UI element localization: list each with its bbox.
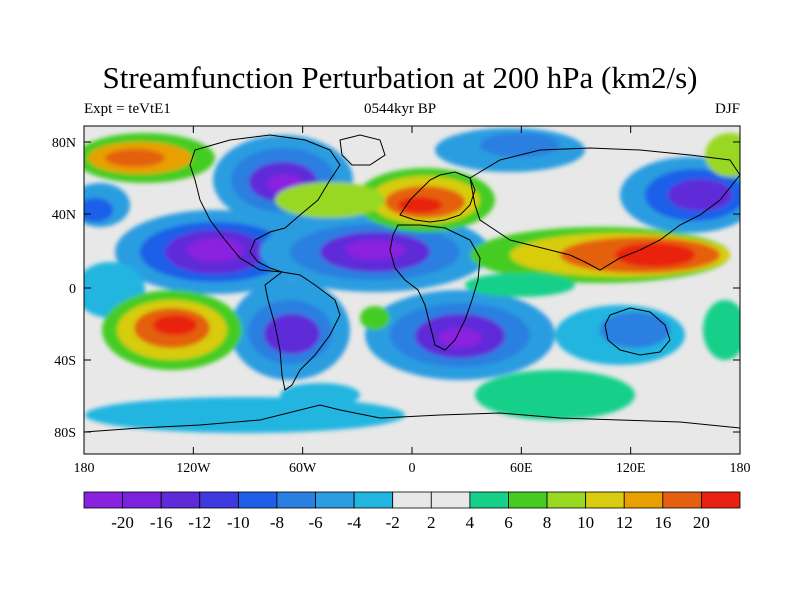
negative-anomaly <box>620 157 740 233</box>
experiment-label: Expt = teVtE1 <box>84 101 171 117</box>
lon-tick-label: 180 <box>730 461 751 476</box>
colorbar-label: -2 <box>386 513 400 532</box>
colorbar-swatch <box>469 491 509 509</box>
time-label: 0544kyr BP <box>363 101 437 117</box>
season-label: DJF <box>714 101 740 117</box>
positive-anomaly <box>703 300 740 360</box>
colorbar-swatch <box>122 491 162 509</box>
colorbar-label: 4 <box>466 513 475 532</box>
colorbar-swatch <box>623 491 664 509</box>
colorbar-label: 8 <box>543 513 552 532</box>
positive-anomaly <box>705 133 740 177</box>
lon-tick-label: 180 <box>74 461 95 476</box>
colorbar-label: 20 <box>693 513 710 532</box>
coastline-south-america <box>264 271 341 391</box>
positive-anomaly <box>475 370 635 420</box>
coastlines <box>84 134 740 433</box>
colorbar-swatch <box>276 491 316 509</box>
colorbar-swatch <box>160 491 201 509</box>
colorbar-label: -12 <box>188 513 211 532</box>
coastline-greenland <box>339 134 386 166</box>
lat-tick-label: 40N <box>52 208 76 223</box>
colorbar-swatch <box>508 491 548 509</box>
colorbar-swatch <box>315 491 355 509</box>
negative-anomaly <box>230 280 350 380</box>
colorbar-swatch <box>237 491 278 509</box>
coastline-europe <box>399 171 476 223</box>
colorbar-swatch <box>392 491 432 509</box>
positive-anomaly <box>470 227 730 283</box>
negative-anomaly <box>260 212 490 292</box>
lon-tick-label: 0 <box>409 461 416 476</box>
colorbar-swatch <box>585 491 625 509</box>
positive-anomaly <box>84 133 215 183</box>
coastline-australia <box>604 307 671 356</box>
colorbar-label: -16 <box>150 513 173 532</box>
lat-tick-label: 40S <box>54 354 76 369</box>
lat-tick-label: 0 <box>69 282 76 297</box>
positive-anomaly <box>355 168 495 232</box>
negative-anomaly <box>435 128 585 172</box>
streamfunction-field <box>84 128 740 433</box>
colorbar-swatch <box>701 491 741 509</box>
positive-anomaly <box>360 306 390 330</box>
colorbar: -20 -16 -12 -10 -8 -6 -4 -2 2 4 6 8 10 12 16 20 <box>83 491 741 532</box>
negative-anomaly <box>84 183 130 227</box>
colorbar-label: 16 <box>654 513 671 532</box>
positive-anomaly <box>275 182 385 218</box>
colorbar-swatch <box>83 491 123 509</box>
plot-title: Streamfunction Perturbation at 200 hPa (… <box>102 60 698 95</box>
colorbar-label: 2 <box>427 513 436 532</box>
colorbar-swatch <box>430 491 471 509</box>
coastline-asia <box>469 147 740 271</box>
colorbar-swatch <box>199 491 239 509</box>
colorbar-swatch <box>662 491 702 509</box>
colorbar-label: -20 <box>111 513 134 532</box>
colorbar-label: -10 <box>227 513 250 532</box>
negative-anomaly <box>555 305 685 365</box>
colorbar-label: -4 <box>347 513 362 532</box>
coastline-north-america <box>189 134 341 273</box>
lat-tick-label: 80N <box>52 136 76 151</box>
map-panel <box>83 125 741 455</box>
colorbar-swatch <box>353 491 394 509</box>
colorbar-label: 10 <box>577 513 594 532</box>
longitude-axis: 180 120W 60W 0 60E 120E 180 <box>74 126 751 476</box>
negative-anomaly <box>365 290 555 380</box>
latitude-axis: 80N 40N 0 40S 80S <box>52 136 740 441</box>
lon-tick-label: 120E <box>616 461 646 476</box>
colorbar-label: -6 <box>308 513 322 532</box>
colorbar-label: 12 <box>616 513 633 532</box>
colorbar-label: -8 <box>270 513 284 532</box>
lat-tick-label: 80S <box>54 426 76 441</box>
lon-tick-label: 120W <box>176 461 211 476</box>
coastline-africa <box>389 224 481 351</box>
lon-tick-label: 60E <box>510 461 533 476</box>
negative-anomaly <box>213 135 353 225</box>
positive-anomaly <box>465 273 575 297</box>
lon-tick-label: 60W <box>289 461 317 476</box>
negative-anomaly <box>115 210 315 294</box>
colorbar-label: 6 <box>504 513 513 532</box>
coastline-antarctica <box>84 404 740 433</box>
colorbar-swatch <box>546 491 587 509</box>
positive-anomaly <box>102 290 242 370</box>
